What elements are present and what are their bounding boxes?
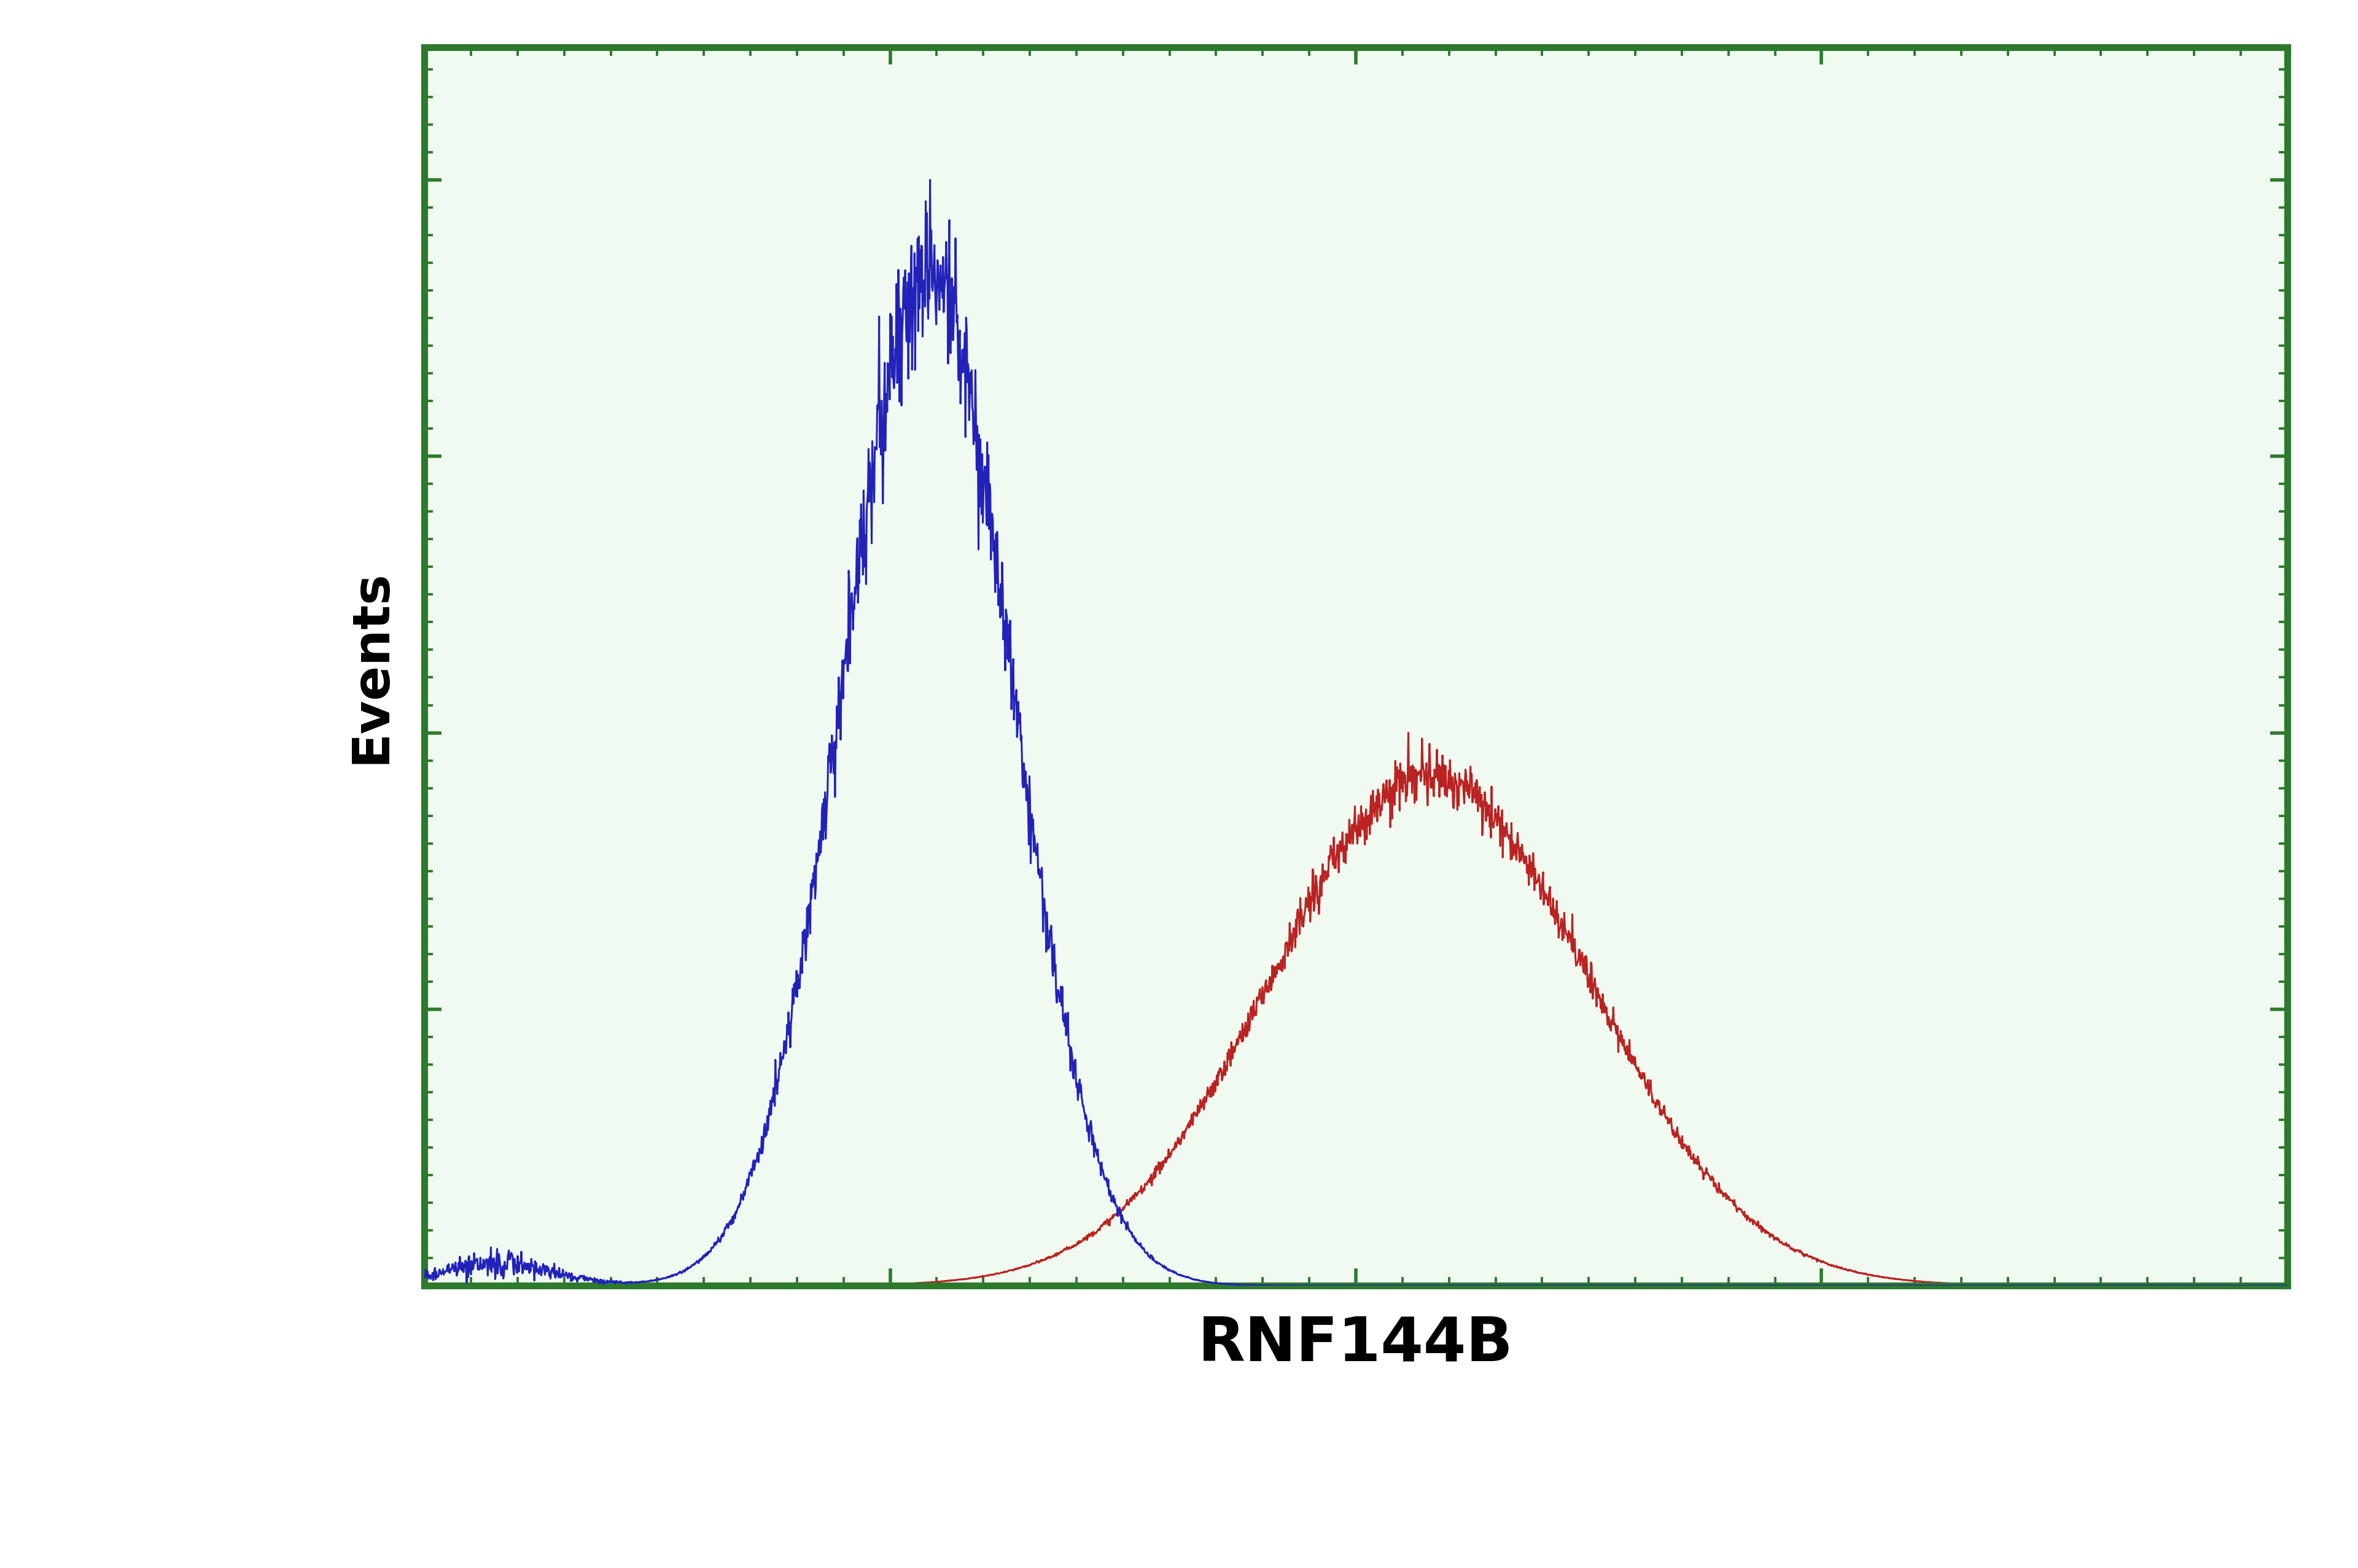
Y-axis label: Events: Events	[347, 569, 396, 764]
X-axis label: RNF144B: RNF144B	[1198, 1314, 1514, 1374]
